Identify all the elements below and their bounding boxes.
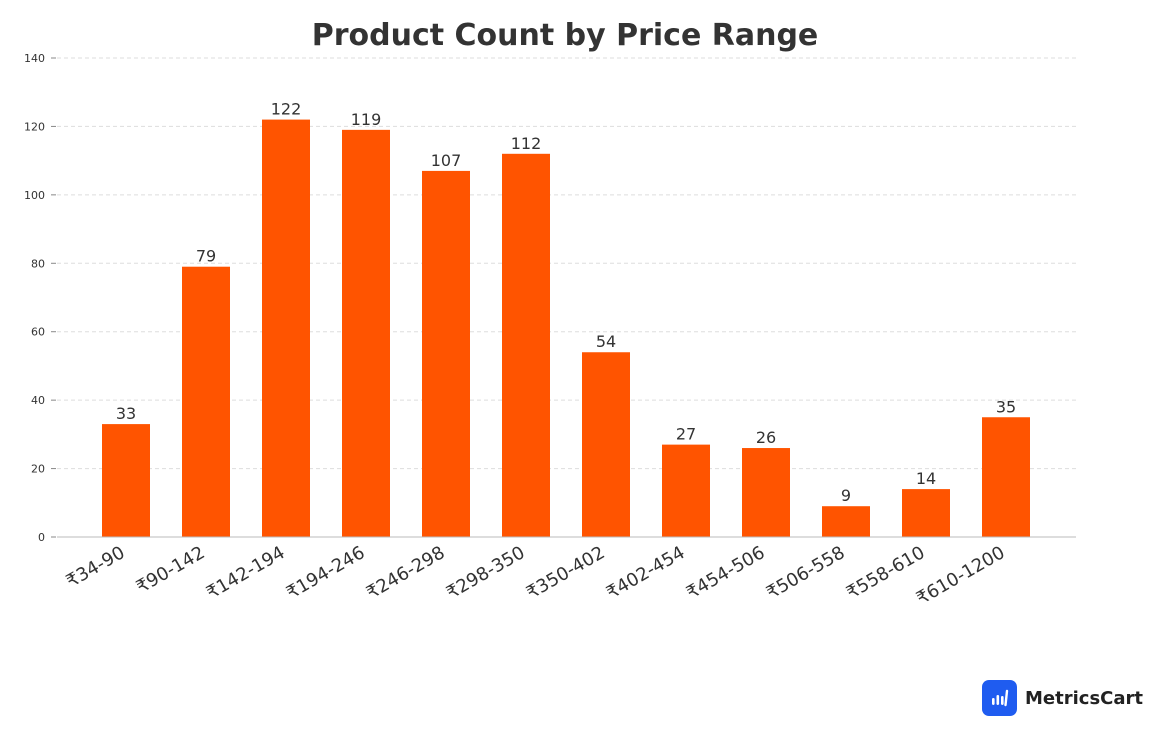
y-tick-label: 140 <box>24 52 45 65</box>
bar <box>822 506 870 537</box>
data-label: 79 <box>196 247 216 266</box>
x-tick-label: ₹246-298 <box>363 542 449 604</box>
x-tick-label: ₹194-246 <box>283 542 369 604</box>
bar <box>742 448 790 537</box>
data-label: 9 <box>841 486 851 505</box>
y-tick-label: 0 <box>38 531 45 544</box>
y-axis: 0 20 40 60 80 100 120 140 <box>24 52 56 544</box>
data-label: 122 <box>271 100 302 119</box>
bar <box>422 170 470 537</box>
bar <box>502 153 550 538</box>
data-label: 112 <box>511 134 542 153</box>
bar <box>582 352 630 537</box>
x-tick-label: ₹142-194 <box>203 542 289 604</box>
bar <box>102 424 150 537</box>
data-label: 27 <box>676 425 696 444</box>
x-axis: ₹34-90 ₹90-142₹142-194₹194-246₹246-298₹29… <box>57 536 1076 609</box>
x-tick-label: ₹350-402 <box>523 542 609 604</box>
y-tick-label: 100 <box>24 189 45 202</box>
x-tick-label: ₹506-558 <box>763 542 849 604</box>
bar <box>342 129 390 537</box>
bar <box>662 444 710 537</box>
y-tick-label: 40 <box>31 394 45 407</box>
y-tick-label: 120 <box>24 120 45 133</box>
x-tick-label: ₹610-1200 <box>913 542 1008 609</box>
y-tick-label: 20 <box>31 463 45 476</box>
x-tick-label: ₹298-350 <box>443 542 529 604</box>
bars <box>102 119 1030 538</box>
x-tick-label: ₹90-142 <box>133 542 209 598</box>
data-label: 107 <box>431 151 462 170</box>
bar-chart-icon <box>982 680 1017 716</box>
x-tick-label: ₹402-454 <box>603 542 689 604</box>
y-tick-label: 80 <box>31 257 45 270</box>
y-tick-label: 60 <box>31 326 45 339</box>
bar <box>902 489 950 537</box>
data-label: 33 <box>116 404 136 423</box>
data-labels: 33 79 122 119 107 112 54 27 26 9 14 35 <box>116 100 1016 506</box>
bar <box>182 266 230 537</box>
x-tick-label: ₹34-90 <box>63 542 129 592</box>
bar <box>262 119 310 537</box>
brand-name: MetricsCart <box>1025 687 1143 709</box>
data-label: 54 <box>596 332 616 351</box>
brand-watermark: MetricsCart <box>982 680 1143 716</box>
data-label: 35 <box>996 397 1016 416</box>
data-label: 26 <box>756 428 776 447</box>
bar <box>982 417 1030 537</box>
data-label: 119 <box>351 110 382 129</box>
data-label: 14 <box>916 469 936 488</box>
x-tick-label: ₹454-506 <box>683 542 769 604</box>
chart-title: Product Count by Price Range <box>311 18 819 53</box>
